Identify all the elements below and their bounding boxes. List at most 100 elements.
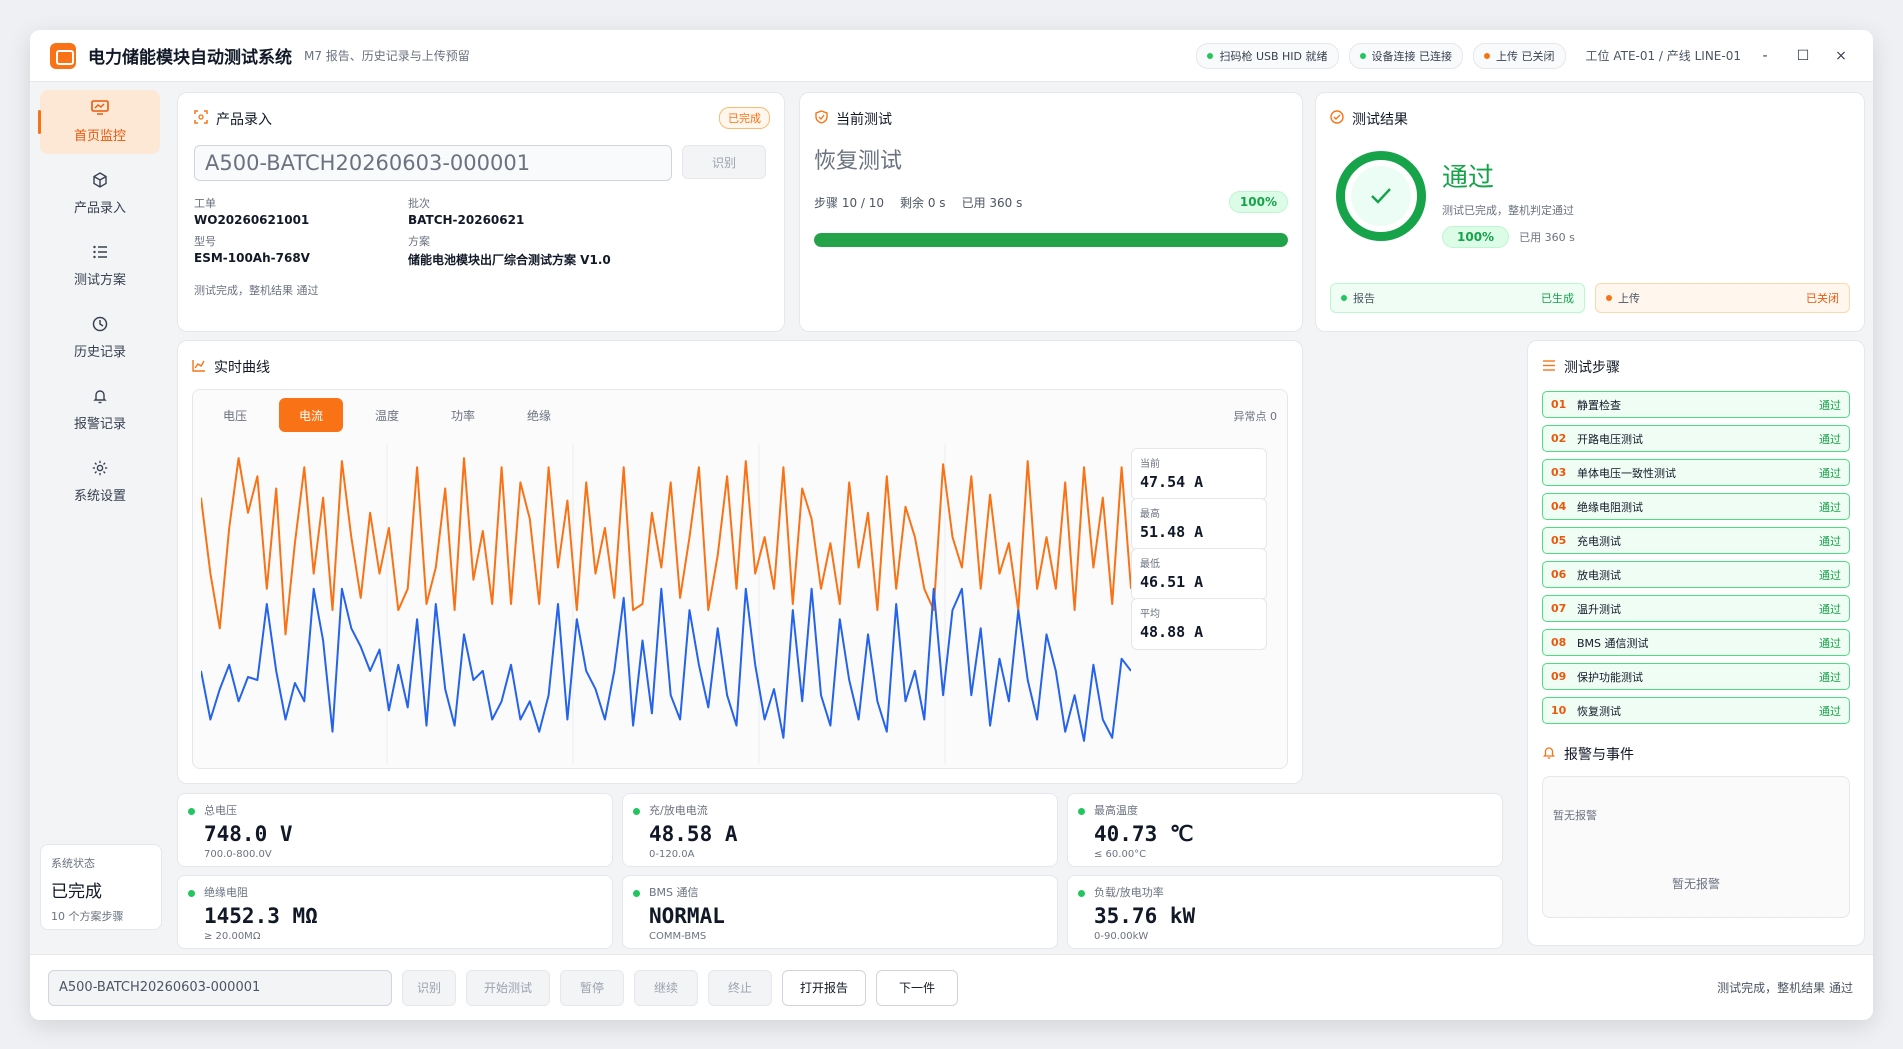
minimize-button[interactable]: - [1762,47,1768,64]
upload-status: 已关闭 [1806,292,1839,305]
step-item[interactable]: 01 静置检查 通过 [1542,391,1850,418]
stop-button[interactable]: 终止 [708,969,772,1006]
status-dot-icon [1341,295,1347,301]
alarm-bell-icon [1542,745,1556,763]
step-item[interactable]: 03 单体电压一致性测试 通过 [1542,459,1850,486]
clock-icon [92,316,108,335]
metric-bms-comm: BMS 通信 NORMAL COMM-BMS [622,875,1058,949]
field-key: 方案 [408,235,430,248]
step-status: 通过 [1819,602,1841,616]
tab-insulation[interactable]: 绝缘 [526,408,551,423]
bottom-barcode-input[interactable] [48,969,392,1006]
report-status-tag: 报告 已生成 [1330,283,1585,313]
device-status-pill: 设备连接 已连接 [1348,42,1464,69]
metric-range: ≤ 60.00°C [1094,849,1147,860]
status-dot-icon [1606,295,1612,301]
open-report-button[interactable]: 打开报告 [782,969,866,1006]
tab-current[interactable]: 电流 [279,398,343,432]
progress-percent-badge: 100% [1228,191,1288,213]
step-number: 01 [1551,398,1567,411]
field-value: ESM-100Ah-768V [194,251,310,265]
step-item[interactable]: 10 恢复测试 通过 [1542,697,1850,724]
barcode-input[interactable] [194,145,672,181]
remaining-time: 剩余 0 s [900,195,946,210]
sidebar: 首页监控 产品录入 测试方案 历史记录 报警记录 [30,82,170,940]
curve-tabs: 电压 电流 温度 功率 绝缘 [203,398,571,432]
stat-value: 46.51 A [1140,573,1204,591]
sidebar-item-label: 首页监控 [73,129,126,144]
metric-value: NORMAL [649,904,725,928]
step-item[interactable]: 05 充电测试 通过 [1542,527,1850,554]
metric-range: 700.0-800.0V [204,849,272,860]
test-result-card: 测试结果 通过 测试已完成，整机判定通过 100% 已用 360 s 报告 已生成… [1315,92,1865,332]
batch-field: 批次 BATCH-20260621 [408,195,708,227]
identify-button[interactable]: 识别 [402,969,456,1006]
stat-key: 最低 [1140,559,1160,570]
sidebar-item-history[interactable]: 历史记录 [40,306,160,370]
upload-status-pill: 上传 已关闭 [1473,42,1566,69]
step-item[interactable]: 02 开路电压测试 通过 [1542,425,1850,452]
metric-label: 充/放电电流 [649,804,708,817]
close-button[interactable]: × [1835,47,1847,64]
checkmark-icon [1351,166,1411,226]
pause-button[interactable]: 暂停 [560,969,624,1006]
tab-temperature[interactable]: 温度 [374,408,399,423]
realtime-curve-card: 实时曲线 电压 电流 温度 功率 绝缘 异常点 0 当前 47.54 A 最高 51… [177,340,1303,784]
station-label: 工位 ATE-01 / 产线 LINE-01 [1585,49,1741,63]
metric-label: BMS 通信 [649,886,699,899]
identify-button[interactable]: 识别 [682,145,766,179]
sidebar-item-settings[interactable]: 系统设置 [40,450,160,514]
sidebar-item-product[interactable]: 产品录入 [40,162,160,226]
plan-field: 方案 储能电池模块出厂综合测试方案 V1.0 [408,233,708,268]
stat-max: 最高 51.48 A [1131,498,1267,550]
step-number: 03 [1551,466,1567,479]
chart-series-line-1 [201,587,1131,742]
next-item-button[interactable]: 下一件 [876,969,958,1006]
app-subtitle: M7 报告、历史记录与上传预留 [304,49,470,63]
tab-voltage[interactable]: 电压 [222,408,247,423]
tab-power[interactable]: 功率 [450,408,475,423]
realtime-curve-title: 实时曲线 [214,360,270,376]
step-name: 绝缘电阻测试 [1577,500,1643,514]
step-status: 通过 [1819,500,1841,514]
status-dot-icon [633,808,640,815]
used-time: 已用 360 s [961,195,1023,210]
sidebar-item-alarm[interactable]: 报警记录 [40,378,160,442]
step-number: 09 [1551,670,1567,683]
check-circle-icon [1330,110,1344,128]
sidebar-item-monitor[interactable]: 首页监控 [38,90,160,154]
metric-current: 充/放电电流 48.58 A 0-120.0A [622,793,1058,867]
anomaly-count: 异常点 0 [1233,410,1278,423]
status-dot-icon [1078,890,1085,897]
metric-value: 40.73 ℃ [1094,822,1194,846]
step-status: 通过 [1819,398,1841,412]
step-item[interactable]: 09 保护功能测试 通过 [1542,663,1850,690]
start-test-button[interactable]: 开始测试 [466,969,550,1006]
field-value: WO20260621001 [194,213,310,227]
report-status: 已生成 [1541,292,1574,305]
metric-total-voltage: 总电压 748.0 V 700.0-800.0V [177,793,613,867]
step-item[interactable]: 06 放电测试 通过 [1542,561,1850,588]
step-item[interactable]: 07 温升测试 通过 [1542,595,1850,622]
stat-avg: 平均 48.88 A [1131,598,1267,650]
step-item[interactable]: 08 BMS 通信测试 通过 [1542,629,1850,656]
step-name: 放电测试 [1577,568,1621,582]
alarm-empty-text: 暂无报警 [1553,809,1597,822]
sidebar-item-plan[interactable]: 测试方案 [40,234,160,298]
step-item[interactable]: 04 绝缘电阻测试 通过 [1542,493,1850,520]
current-test-card: 当前测试 恢复测试 步骤 10 / 10 剩余 0 s 已用 360 s 100… [799,92,1303,332]
step-name: 恢复测试 [1577,704,1621,718]
system-status-label: 系统状态 [51,857,95,870]
field-key: 工单 [194,197,216,210]
progress-bar [814,233,1288,247]
app-logo-icon [50,42,76,69]
step-number: 10 [1551,704,1567,717]
maximize-button[interactable]: ☐ [1796,47,1810,64]
resume-button[interactable]: 继续 [634,969,698,1006]
list-icon [92,244,108,263]
status-dot-icon [1207,52,1214,59]
status-dot-icon [1078,808,1085,815]
device-status-label: 设备连接 已连接 [1371,49,1453,63]
stat-key: 最高 [1140,509,1160,520]
scanner-status-label: 扫码枪 USB HID 就绪 [1219,49,1328,63]
